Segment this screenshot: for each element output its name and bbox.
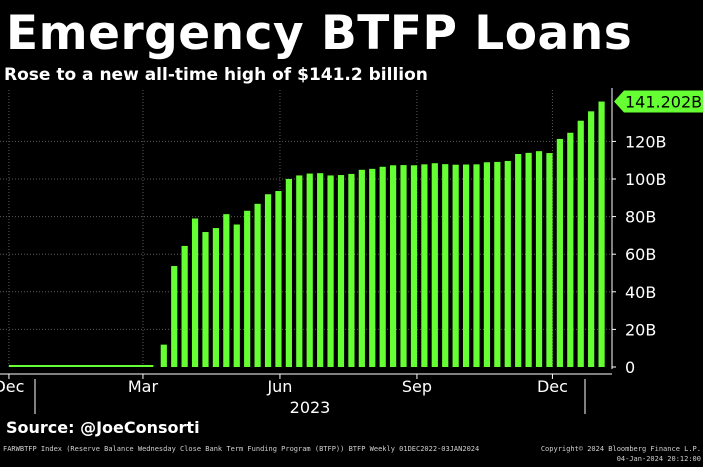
bar xyxy=(358,169,365,367)
y-tick-label: 100B xyxy=(625,170,667,189)
bar xyxy=(483,162,491,367)
bar xyxy=(264,194,272,367)
bar xyxy=(296,175,303,367)
bar xyxy=(191,218,199,367)
bar xyxy=(348,173,355,367)
x-tick-label: Mar xyxy=(128,377,159,396)
timestamp: 04-Jan-2024 20:12:00 xyxy=(616,455,701,463)
bar xyxy=(567,132,574,367)
y-tick-label: 20B xyxy=(625,320,656,339)
bar xyxy=(390,165,397,367)
bar xyxy=(452,164,459,367)
bar xyxy=(515,154,522,367)
bar xyxy=(535,151,543,367)
bar xyxy=(494,161,501,367)
bar xyxy=(202,232,209,367)
bar xyxy=(473,164,480,367)
bar xyxy=(275,191,282,367)
bar xyxy=(254,203,261,367)
copyright-text: Copyright© 2024 Bloomberg Finance L.P. xyxy=(540,445,701,453)
last-value-flag-shape xyxy=(614,90,703,113)
last-value-label: 141.202B xyxy=(625,93,702,112)
chart-subtitle: Rose to a new all-time high of $141.2 bi… xyxy=(4,65,428,85)
y-tick-label: 60B xyxy=(625,245,656,264)
chart-title: Emergency BTFP Loans xyxy=(6,6,633,61)
x-tick-label: Jun xyxy=(266,377,292,396)
axes: 0 20B 40B 60B 80B 100B 120B 141.202B Dec Mar Jun Se… xyxy=(0,88,703,417)
source-credit: Source: @JoeConsorti xyxy=(6,418,200,437)
bar xyxy=(421,164,428,367)
bar xyxy=(588,111,595,367)
y-tick-label: 120B xyxy=(625,132,667,151)
y-tick-label: 0 xyxy=(625,358,635,377)
bar xyxy=(556,138,563,367)
bar xyxy=(525,152,532,367)
y-tick-label: 80B xyxy=(625,208,656,227)
bar xyxy=(431,163,438,367)
last-value-flag: 141.202B xyxy=(614,90,703,113)
x-tick-label: Dec xyxy=(537,377,568,396)
x-tick-label: Sep xyxy=(402,377,432,396)
bar xyxy=(577,120,584,367)
bar xyxy=(171,266,178,367)
bar xyxy=(462,164,470,367)
bar xyxy=(233,224,240,367)
bar xyxy=(379,166,386,367)
year-label: 2023 xyxy=(290,398,331,417)
bar xyxy=(327,175,334,367)
bar xyxy=(181,245,188,367)
index-description: FARWBTFP Index (Reserve Balance Wednesda… xyxy=(3,445,480,453)
bar xyxy=(504,160,511,367)
y-tick-label: 40B xyxy=(625,283,656,302)
x-tick-label: Dec xyxy=(0,377,24,396)
bars xyxy=(8,101,605,367)
bar xyxy=(546,153,553,367)
bar xyxy=(442,164,449,367)
bar xyxy=(160,344,167,367)
bar xyxy=(337,175,345,367)
bar xyxy=(317,173,324,367)
bar xyxy=(306,173,313,367)
bar xyxy=(410,165,418,367)
bar xyxy=(400,165,407,367)
bar xyxy=(369,168,376,367)
bar xyxy=(223,214,230,367)
copyright-block: Copyright© 2024 Bloomberg Finance L.P. 0… xyxy=(541,444,701,464)
bar xyxy=(244,210,251,367)
bar xyxy=(598,101,605,367)
bar xyxy=(285,179,292,367)
bar xyxy=(212,228,220,367)
